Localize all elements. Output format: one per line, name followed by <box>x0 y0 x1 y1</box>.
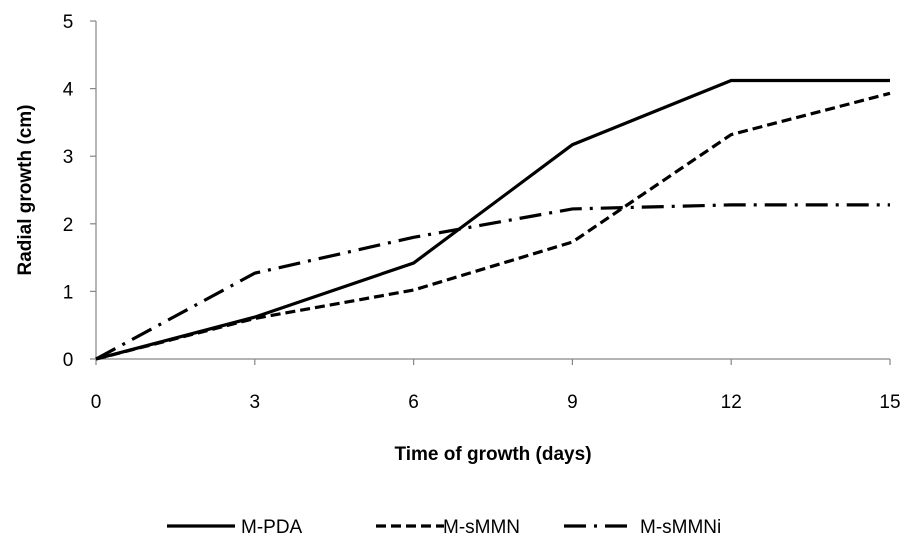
legend-label: M-sMMNi <box>640 517 721 538</box>
legend-label: M-PDA <box>241 517 303 538</box>
x-tick-label: 6 <box>408 392 419 413</box>
series-line-m-pda <box>95 78 890 361</box>
chart-series <box>95 78 891 361</box>
y-tick-label: 3 <box>63 147 74 168</box>
y-tick-label: 0 <box>63 350 74 371</box>
y-tick-label: 4 <box>63 80 74 101</box>
series-line-m-smmni <box>95 203 890 361</box>
legend-label: M-sMMN <box>443 517 520 538</box>
y-axis-title: Radial growth (cm) <box>15 104 36 275</box>
y-tick-label: 2 <box>63 215 74 236</box>
x-tick-label: 9 <box>567 392 578 413</box>
x-tick-label: 3 <box>250 392 261 413</box>
y-tick-label: 1 <box>63 282 74 303</box>
series-line-m-smmn <box>95 91 891 361</box>
x-tick-label: 0 <box>91 392 102 413</box>
chart-axes <box>95 21 890 360</box>
y-tick-label: 5 <box>63 12 74 33</box>
x-tick-label: 12 <box>721 392 742 413</box>
x-axis-title: Time of growth (days) <box>394 444 591 465</box>
chart-legend: M-PDA M-sMMN M-sMMNi <box>167 517 721 538</box>
x-tick-label: 15 <box>879 392 900 413</box>
